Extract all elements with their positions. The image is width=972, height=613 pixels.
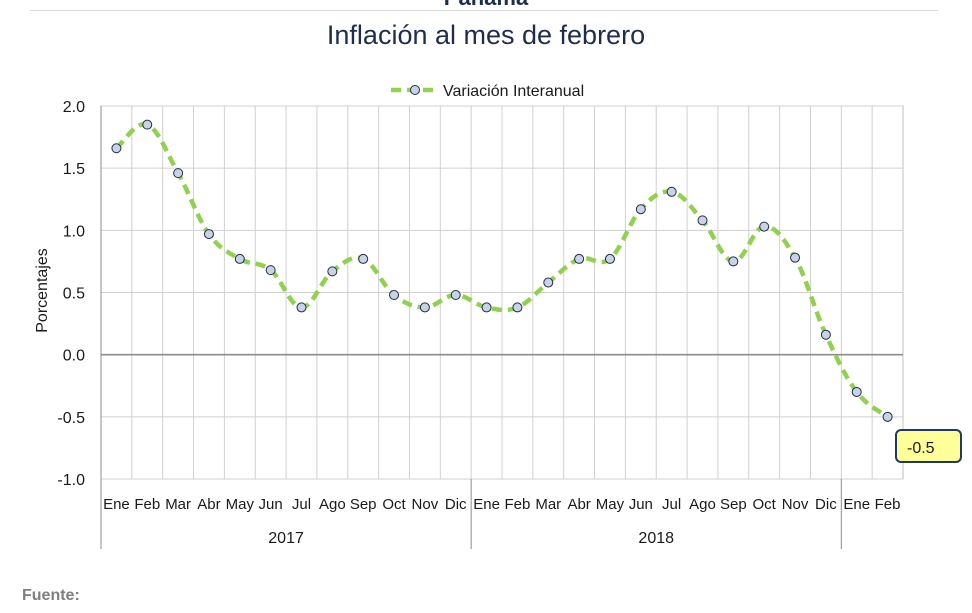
data-point xyxy=(851,386,862,397)
x-tick-label: Sep xyxy=(350,496,377,513)
x-tick-label: Ene xyxy=(103,496,130,513)
x-tick-label: Oct xyxy=(753,496,777,513)
x-tick-label: May xyxy=(596,496,625,513)
data-point xyxy=(358,253,369,264)
x-tick-label: May xyxy=(226,496,255,513)
x-tick-label: Oct xyxy=(382,496,406,513)
annotation-label: -0.5 xyxy=(907,440,935,457)
x-tick-label: Abr xyxy=(197,496,220,513)
data-point xyxy=(481,302,492,313)
x-group-label: 2017 xyxy=(268,530,304,547)
data-point xyxy=(234,253,245,264)
data-point xyxy=(419,302,430,313)
x-tick-label: Dic xyxy=(815,496,837,513)
source-label: Fuente: xyxy=(22,587,80,604)
data-point xyxy=(604,253,615,264)
x-tick-label: Nov xyxy=(782,496,809,513)
y-tick-label: 0.5 xyxy=(63,286,85,303)
data-point xyxy=(296,302,307,313)
country-title: Panamá xyxy=(0,0,972,11)
data-point xyxy=(327,266,338,277)
data-point xyxy=(173,168,184,179)
data-point xyxy=(389,289,400,300)
chart-title: Inflación al mes de febrero xyxy=(326,20,646,50)
data-point xyxy=(882,411,893,422)
x-tick-label: Abr xyxy=(567,496,590,513)
y-tick-label: 1.0 xyxy=(63,223,85,240)
data-point xyxy=(450,289,461,300)
data-point xyxy=(265,265,276,276)
data-point xyxy=(728,256,739,267)
x-group-label: 2018 xyxy=(638,530,674,547)
x-tick-label: Feb xyxy=(875,496,901,513)
data-point xyxy=(512,302,523,313)
data-point xyxy=(697,215,708,226)
data-point xyxy=(820,329,831,340)
data-point xyxy=(666,186,677,197)
x-tick-label: Ene xyxy=(843,496,870,513)
data-point xyxy=(142,119,153,130)
data-point xyxy=(203,229,214,240)
y-tick-label: 2.0 xyxy=(63,99,85,116)
y-tick-label: 0.0 xyxy=(63,348,85,365)
data-point xyxy=(790,252,801,263)
annotation-box xyxy=(895,429,962,463)
x-tick-label: Mar xyxy=(535,496,561,513)
data-point xyxy=(635,204,646,215)
data-point xyxy=(574,253,585,264)
y-tick-label: -0.5 xyxy=(57,410,85,427)
x-tick-label: Nov xyxy=(412,496,439,513)
x-tick-label: Jul xyxy=(662,496,681,513)
x-tick-label: Mar xyxy=(165,496,191,513)
y-axis-title: Porcentajes xyxy=(34,248,51,333)
legend-swatch-marker xyxy=(410,85,420,95)
x-tick-label: Jul xyxy=(292,496,311,513)
x-tick-label: Dic xyxy=(445,496,467,513)
data-point xyxy=(543,277,554,288)
x-tick-label: Feb xyxy=(134,496,160,513)
y-tick-label: 1.5 xyxy=(63,161,85,178)
y-tick-label: -1.0 xyxy=(57,472,85,489)
data-point xyxy=(111,143,122,154)
x-tick-label: Ago xyxy=(689,496,716,513)
x-tick-label: Jun xyxy=(259,496,283,513)
x-tick-label: Ago xyxy=(319,496,346,513)
x-tick-label: Feb xyxy=(504,496,530,513)
legend-label: Variación Interanual xyxy=(443,83,584,100)
x-tick-label: Jun xyxy=(629,496,653,513)
data-point xyxy=(759,221,770,232)
x-tick-label: Ene xyxy=(473,496,500,513)
title-divider xyxy=(30,10,938,11)
x-tick-label: Sep xyxy=(720,496,747,513)
